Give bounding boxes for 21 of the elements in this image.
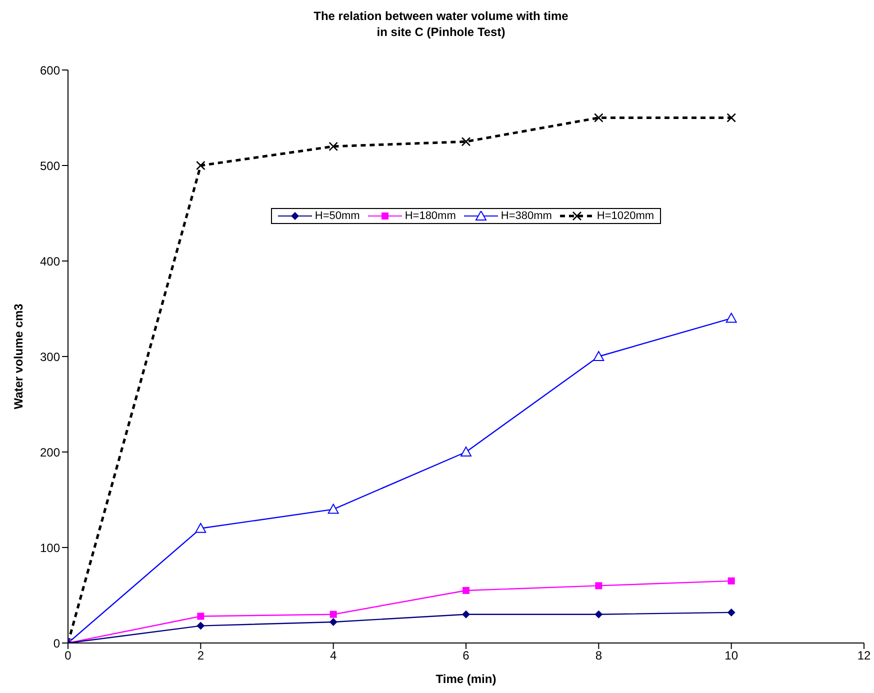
x-tick-label: 6 [462,648,470,663]
x-tick-label: 8 [595,648,602,663]
y-tick-label: 200 [40,445,60,460]
legend-label: H=1020mm [596,210,654,222]
x-tick-label: 0 [64,648,72,663]
y-tick-label: 400 [40,254,60,268]
y-tick-label: 300 [40,350,60,364]
x-tick-label: 2 [197,648,204,663]
y-axis-title: Water volume cm3 [11,303,26,410]
legend-label: H=50mm [314,210,360,222]
x-axis-title: Time (min) [436,672,496,686]
legend-label: H=380mm [500,210,552,222]
x-tick-label: 4 [330,648,337,663]
y-tick-label: 600 [40,63,60,78]
y-tick-label: 0 [53,636,60,650]
x-tick-label: 10 [724,648,738,663]
y-tick-label: 100 [40,540,60,555]
y-tick-label: 500 [40,158,60,173]
legend-label: H=180mm [404,210,456,222]
chart-title: The relation between water volume with time in site C (Pinhole Test) [312,8,570,40]
x-tick-label: 12 [857,648,871,663]
